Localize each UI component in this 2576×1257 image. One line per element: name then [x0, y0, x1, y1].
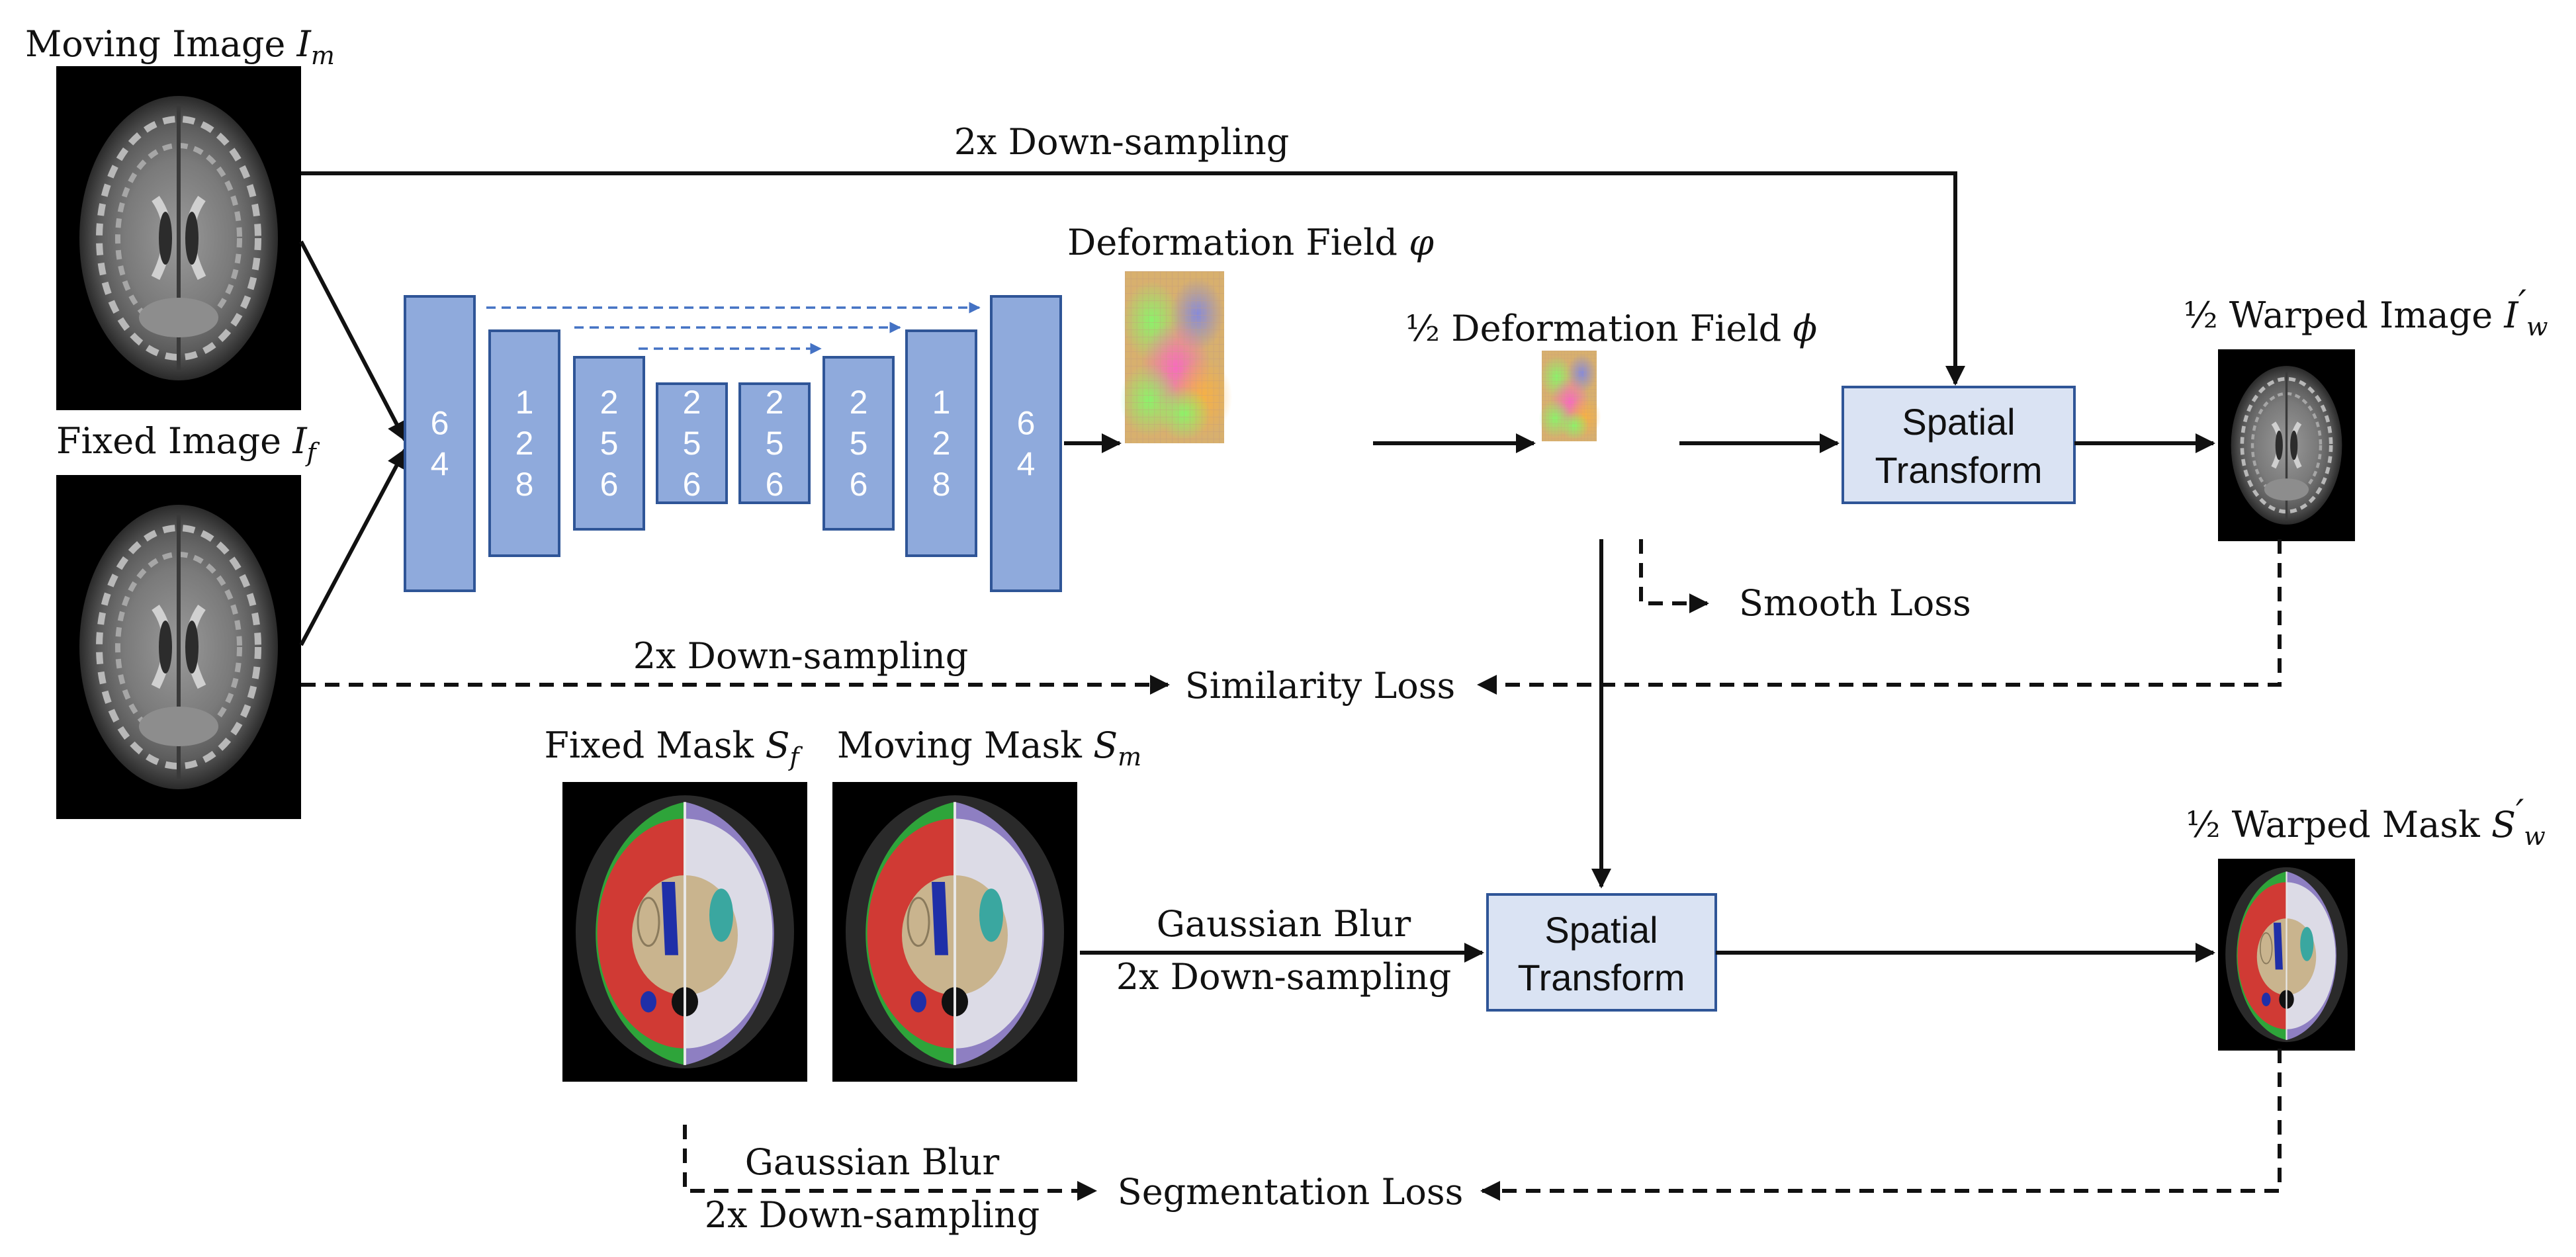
- smooth-loss-group: Smooth Loss: [1639, 539, 1971, 624]
- fixed-mask-label: Fixed Mask Sf: [544, 724, 803, 771]
- smooth-loss-arrow: [1639, 539, 1709, 613]
- unet-block-2-digit: 1: [515, 384, 534, 421]
- similarity-loss-label: Similarity Loss: [1185, 665, 1455, 707]
- moving-image-label: Moving Image Im: [25, 23, 335, 70]
- unet-block-4-digit: 2: [683, 384, 701, 421]
- unet-block-2-digit: 2: [515, 425, 534, 462]
- unet-block-6-digit: 2: [850, 384, 868, 421]
- unet-block-6-digit: 5: [850, 425, 868, 462]
- unet-block-3-digit: 2: [600, 384, 619, 421]
- fixed-mask-image: [562, 782, 807, 1082]
- smooth-loss-label: Smooth Loss: [1739, 582, 1971, 624]
- unet-block-3: [573, 356, 645, 531]
- fixed-to-unet-arrow: [299, 448, 407, 646]
- spatial-transform-mask-line1: Spatial: [1544, 909, 1658, 951]
- unet-network: 6 4 1 2 8 2 5 6 2 5 6 2 5 6 2 5 6 1 2 8 6 4: [404, 295, 1062, 592]
- unet-block-7-digit: 2: [932, 425, 951, 462]
- fixed-mask-group: Fixed Mask Sf: [544, 724, 807, 1082]
- deformation-field-label: Deformation Field φ: [1067, 222, 1434, 263]
- unet-block-2: [488, 329, 560, 557]
- fixed-image-group: Fixed Image If: [56, 420, 320, 819]
- deformation-field-image: [1119, 271, 1233, 443]
- spatial-transform-image-line2: Transform: [1875, 449, 2042, 491]
- half-deformation-field-label: ½ Deformation Field ϕ: [1405, 308, 1817, 349]
- spatial-transform-image-line1: Spatial: [1902, 401, 2015, 443]
- unet-block-8: [990, 295, 1062, 592]
- warped-image-mri: [2218, 349, 2355, 541]
- top-downsampling-path: 2x Down-sampling: [301, 121, 1965, 386]
- unet-block-4: [656, 382, 728, 504]
- moving-mask-image: [832, 782, 1077, 1082]
- spatial-transform-image: Spatial Transform: [1842, 386, 2076, 504]
- skip-connections: [486, 302, 981, 355]
- mask-blur-path: Gaussian Blur 2x Down-sampling: [1080, 903, 1484, 998]
- half-deformation-field-image: [1538, 351, 1601, 442]
- warped-mask-to-segmentation-arrow: [1480, 1049, 2282, 1201]
- fixed-image-label: Fixed Image If: [56, 420, 320, 467]
- bottom-downsampling-label: 2x Down-sampling: [705, 1194, 1040, 1236]
- unet-block-5-digit: 5: [766, 425, 784, 462]
- unet-block-4-digit: 6: [683, 466, 701, 503]
- fixed-mask-to-segmentation-arrow: [683, 1125, 1097, 1201]
- unet-block-1-digit: 6: [431, 405, 449, 442]
- moving-image-group: Moving Image Im: [25, 23, 335, 410]
- unet-block-8-digit: 4: [1017, 446, 1036, 483]
- spatial-transform-mask: Spatial Transform: [1486, 893, 1717, 1012]
- unet-block-7-digit: 8: [932, 466, 951, 503]
- segmentation-loss-label: Segmentation Loss: [1118, 1171, 1464, 1213]
- unet-block-1-digit: 4: [431, 446, 449, 483]
- mask-downsampling-label: 2x Down-sampling: [1116, 956, 1452, 998]
- unet-block-2-digit: 8: [515, 466, 534, 503]
- warped-image-to-similarity-arrow: [1477, 539, 2282, 695]
- unet-block-1: [404, 295, 476, 592]
- mask-gaussian-blur-label: Gaussian Blur: [1157, 903, 1411, 945]
- warped-mask-image: [2217, 857, 2356, 1052]
- fixed-image-mri: [56, 475, 301, 819]
- half-deformation-field-group: ½ Deformation Field ϕ: [1405, 308, 1817, 442]
- unet-block-4-digit: 5: [683, 425, 701, 462]
- unet-block-5-digit: 6: [766, 466, 784, 503]
- unet-block-7: [905, 329, 977, 557]
- unet-block-3-digit: 5: [600, 425, 619, 462]
- moving-to-unet-arrow: [299, 240, 407, 442]
- warped-image-label: ½ Warped Image I′w: [2183, 282, 2548, 341]
- warped-image-group: ½ Warped Image I′w: [2183, 282, 2548, 541]
- segmentation-loss-group: Gaussian Blur 2x Down-sampling Segmentat…: [683, 1049, 2282, 1236]
- unet-block-5: [738, 382, 811, 504]
- warped-mask-label: ½ Warped Mask S′w: [2186, 792, 2545, 851]
- deformation-field-group: Deformation Field φ: [1067, 222, 1434, 443]
- unet-block-6-digit: 6: [850, 466, 868, 503]
- moving-mask-group: Moving Mask Sm: [832, 724, 1141, 1082]
- unet-block-5-digit: 2: [766, 384, 784, 421]
- moving-mask-label: Moving Mask Sm: [837, 724, 1141, 771]
- unet-block-7-digit: 1: [932, 384, 951, 421]
- similarity-loss-group: 2x Down-sampling Similarity Loss: [301, 539, 2282, 707]
- moving-image-mri: [56, 66, 301, 410]
- spatial-transform-mask-line2: Transform: [1517, 957, 1685, 998]
- unet-block-8-digit: 6: [1017, 405, 1036, 442]
- bottom-gaussian-blur-label: Gaussian Blur: [745, 1141, 1000, 1183]
- top-downsampling-label: 2x Down-sampling: [954, 121, 1290, 163]
- mid-downsampling-label: 2x Down-sampling: [633, 635, 969, 677]
- unet-block-3-digit: 6: [600, 466, 619, 503]
- unet-block-6: [822, 356, 895, 531]
- warped-mask-group: ½ Warped Mask S′w: [2186, 792, 2546, 1052]
